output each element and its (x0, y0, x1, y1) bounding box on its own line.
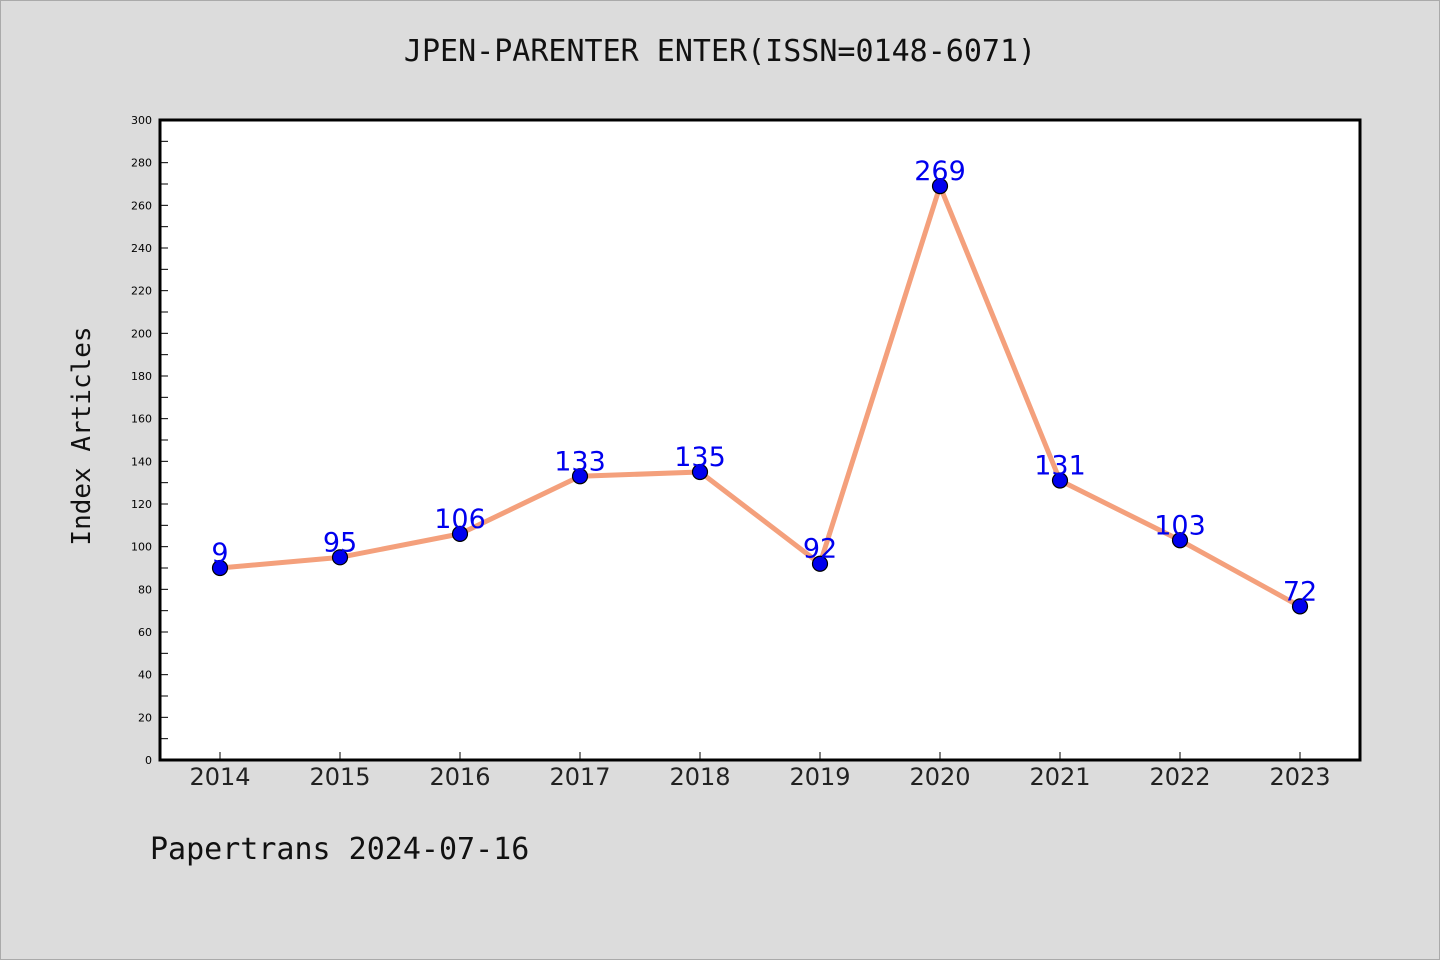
data-label: 103 (1154, 510, 1206, 541)
y-tick-label: 240 (131, 242, 152, 255)
data-point (1171, 532, 1189, 549)
data-label: 269 (914, 156, 966, 187)
x-tick-label: 2021 (1029, 763, 1090, 791)
plot-frame (158, 118, 1362, 762)
data-label: 92 (803, 534, 837, 565)
y-tick-label: 140 (131, 455, 152, 468)
data-point (451, 525, 469, 542)
y-axis-label: Index Articles (67, 326, 97, 545)
data-point (1291, 598, 1309, 615)
y-tick-label: 160 (131, 413, 152, 426)
y-tick-label: 300 (131, 114, 152, 127)
y-tick-label: 280 (131, 157, 152, 170)
y-tick-label: 0 (145, 754, 152, 767)
x-tick-label: 2022 (1149, 763, 1210, 791)
y-tick-label: 40 (138, 669, 152, 682)
data-label: 95 (323, 527, 357, 558)
y-tick-label: 60 (138, 626, 152, 639)
x-tick-label: 2017 (549, 763, 610, 791)
data-label: 131 (1034, 451, 1086, 482)
y-tick-label: 260 (131, 199, 152, 212)
data-label: 135 (674, 442, 726, 473)
x-tick-label: 2014 (189, 763, 250, 791)
x-tick-label: 2015 (309, 763, 370, 791)
chart-title: JPEN-PARENTER ENTER(ISSN=0148-6071) (403, 34, 1037, 69)
data-point (1051, 472, 1069, 489)
x-tick-label: 2019 (789, 763, 850, 791)
y-tick-label: 220 (131, 285, 152, 298)
footer-credit: Papertrans 2024-07-16 (150, 832, 530, 867)
x-tick-label: 2023 (1269, 763, 1330, 791)
data-label: 72 (1283, 576, 1317, 607)
y-tick-label: 20 (138, 711, 152, 724)
x-tick-label: 2016 (429, 763, 490, 791)
y-tick-label: 200 (131, 327, 152, 340)
data-point (571, 468, 589, 485)
x-tick-label: 2018 (669, 763, 730, 791)
y-tick-label: 120 (131, 498, 152, 511)
y-tick-label: 180 (131, 370, 152, 383)
data-point (691, 463, 709, 481)
series-line (217, 183, 1303, 609)
data-label: 106 (434, 504, 486, 535)
y-tick-label: 80 (138, 583, 152, 596)
data-point (931, 178, 949, 195)
data-label: 133 (554, 446, 606, 477)
x-tick-label: 2020 (909, 763, 970, 791)
data-label: 9 (211, 538, 228, 569)
data-point (211, 559, 229, 577)
data-point (331, 549, 349, 566)
data-point (811, 555, 829, 572)
y-tick-label: 100 (131, 541, 152, 554)
